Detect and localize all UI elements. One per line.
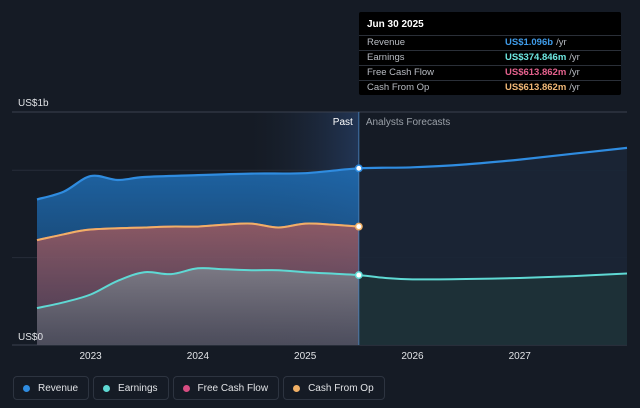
tooltip-value: US$613.862m [505, 67, 567, 78]
earnings-area-forecast [358, 273, 627, 345]
x-tick-label: 2027 [509, 351, 532, 362]
legend-item-revenue[interactable]: Revenue [13, 376, 90, 400]
legend-item-cash-from-op[interactable]: Cash From Op [283, 376, 385, 400]
tooltip-unit: /yr [569, 52, 580, 63]
cash-from-op-point [354, 222, 363, 231]
earnings-point [354, 271, 363, 280]
legend-item-free-cash-flow[interactable]: Free Cash Flow [172, 376, 280, 400]
forecast-label: Analysts Forecasts [366, 117, 450, 128]
revenue-line [36, 146, 628, 201]
legend: Revenue Earnings Free Cash Flow Cash Fro… [13, 376, 385, 400]
legend-label: Revenue [38, 382, 79, 394]
legend-dot-icon [293, 384, 301, 392]
tooltip-label: Revenue [367, 37, 406, 48]
x-tick-label: 2024 [187, 351, 210, 362]
x-tick-label: 2023 [80, 351, 103, 362]
tooltip-row-cash-from-op: Cash From Op US$613.862m /yr [359, 80, 621, 95]
tooltip-value: US$1.096b [505, 37, 554, 48]
legend-dot-icon [182, 384, 190, 392]
tooltip-date: Jun 30 2025 [367, 19, 424, 30]
tooltip-unit: /yr [569, 67, 580, 78]
y-tick-label: US$0 [18, 332, 43, 343]
legend-dot-icon [23, 384, 30, 392]
y-tick-label: US$1b [18, 98, 49, 109]
x-tick-label: 2026 [401, 351, 424, 362]
cash-from-op-line [36, 222, 359, 242]
legend-item-earnings[interactable]: Earnings [93, 376, 169, 400]
x-tick-label: 2025 [294, 351, 317, 362]
past-label: Past [333, 117, 353, 128]
tooltip-row-earnings: Earnings US$374.846m /yr [359, 50, 621, 65]
legend-label: Free Cash Flow [197, 382, 269, 394]
tooltip-value: US$613.862m [505, 82, 567, 93]
earnings-area-past [37, 268, 359, 345]
legend-label: Earnings [118, 382, 158, 394]
legend-dot-icon [103, 384, 111, 392]
tooltip-value: US$374.846m [505, 52, 567, 63]
tooltip-unit: /yr [569, 82, 580, 93]
tooltip-label: Earnings [367, 52, 405, 63]
earnings-line [36, 267, 628, 310]
tooltip-row-revenue: Revenue US$1.096b /yr [359, 35, 621, 50]
tooltip-unit: /yr [556, 37, 567, 48]
tooltip-label: Cash From Op [367, 82, 430, 93]
tooltip-label: Free Cash Flow [367, 67, 435, 78]
revenue-point [354, 164, 363, 173]
legend-label: Cash From Op [308, 382, 374, 394]
tooltip-row-free-cash-flow: Free Cash Flow US$613.862m /yr [359, 65, 621, 80]
tooltip: Jun 30 2025 Revenue US$1.096b /yr Earnin… [359, 12, 621, 95]
